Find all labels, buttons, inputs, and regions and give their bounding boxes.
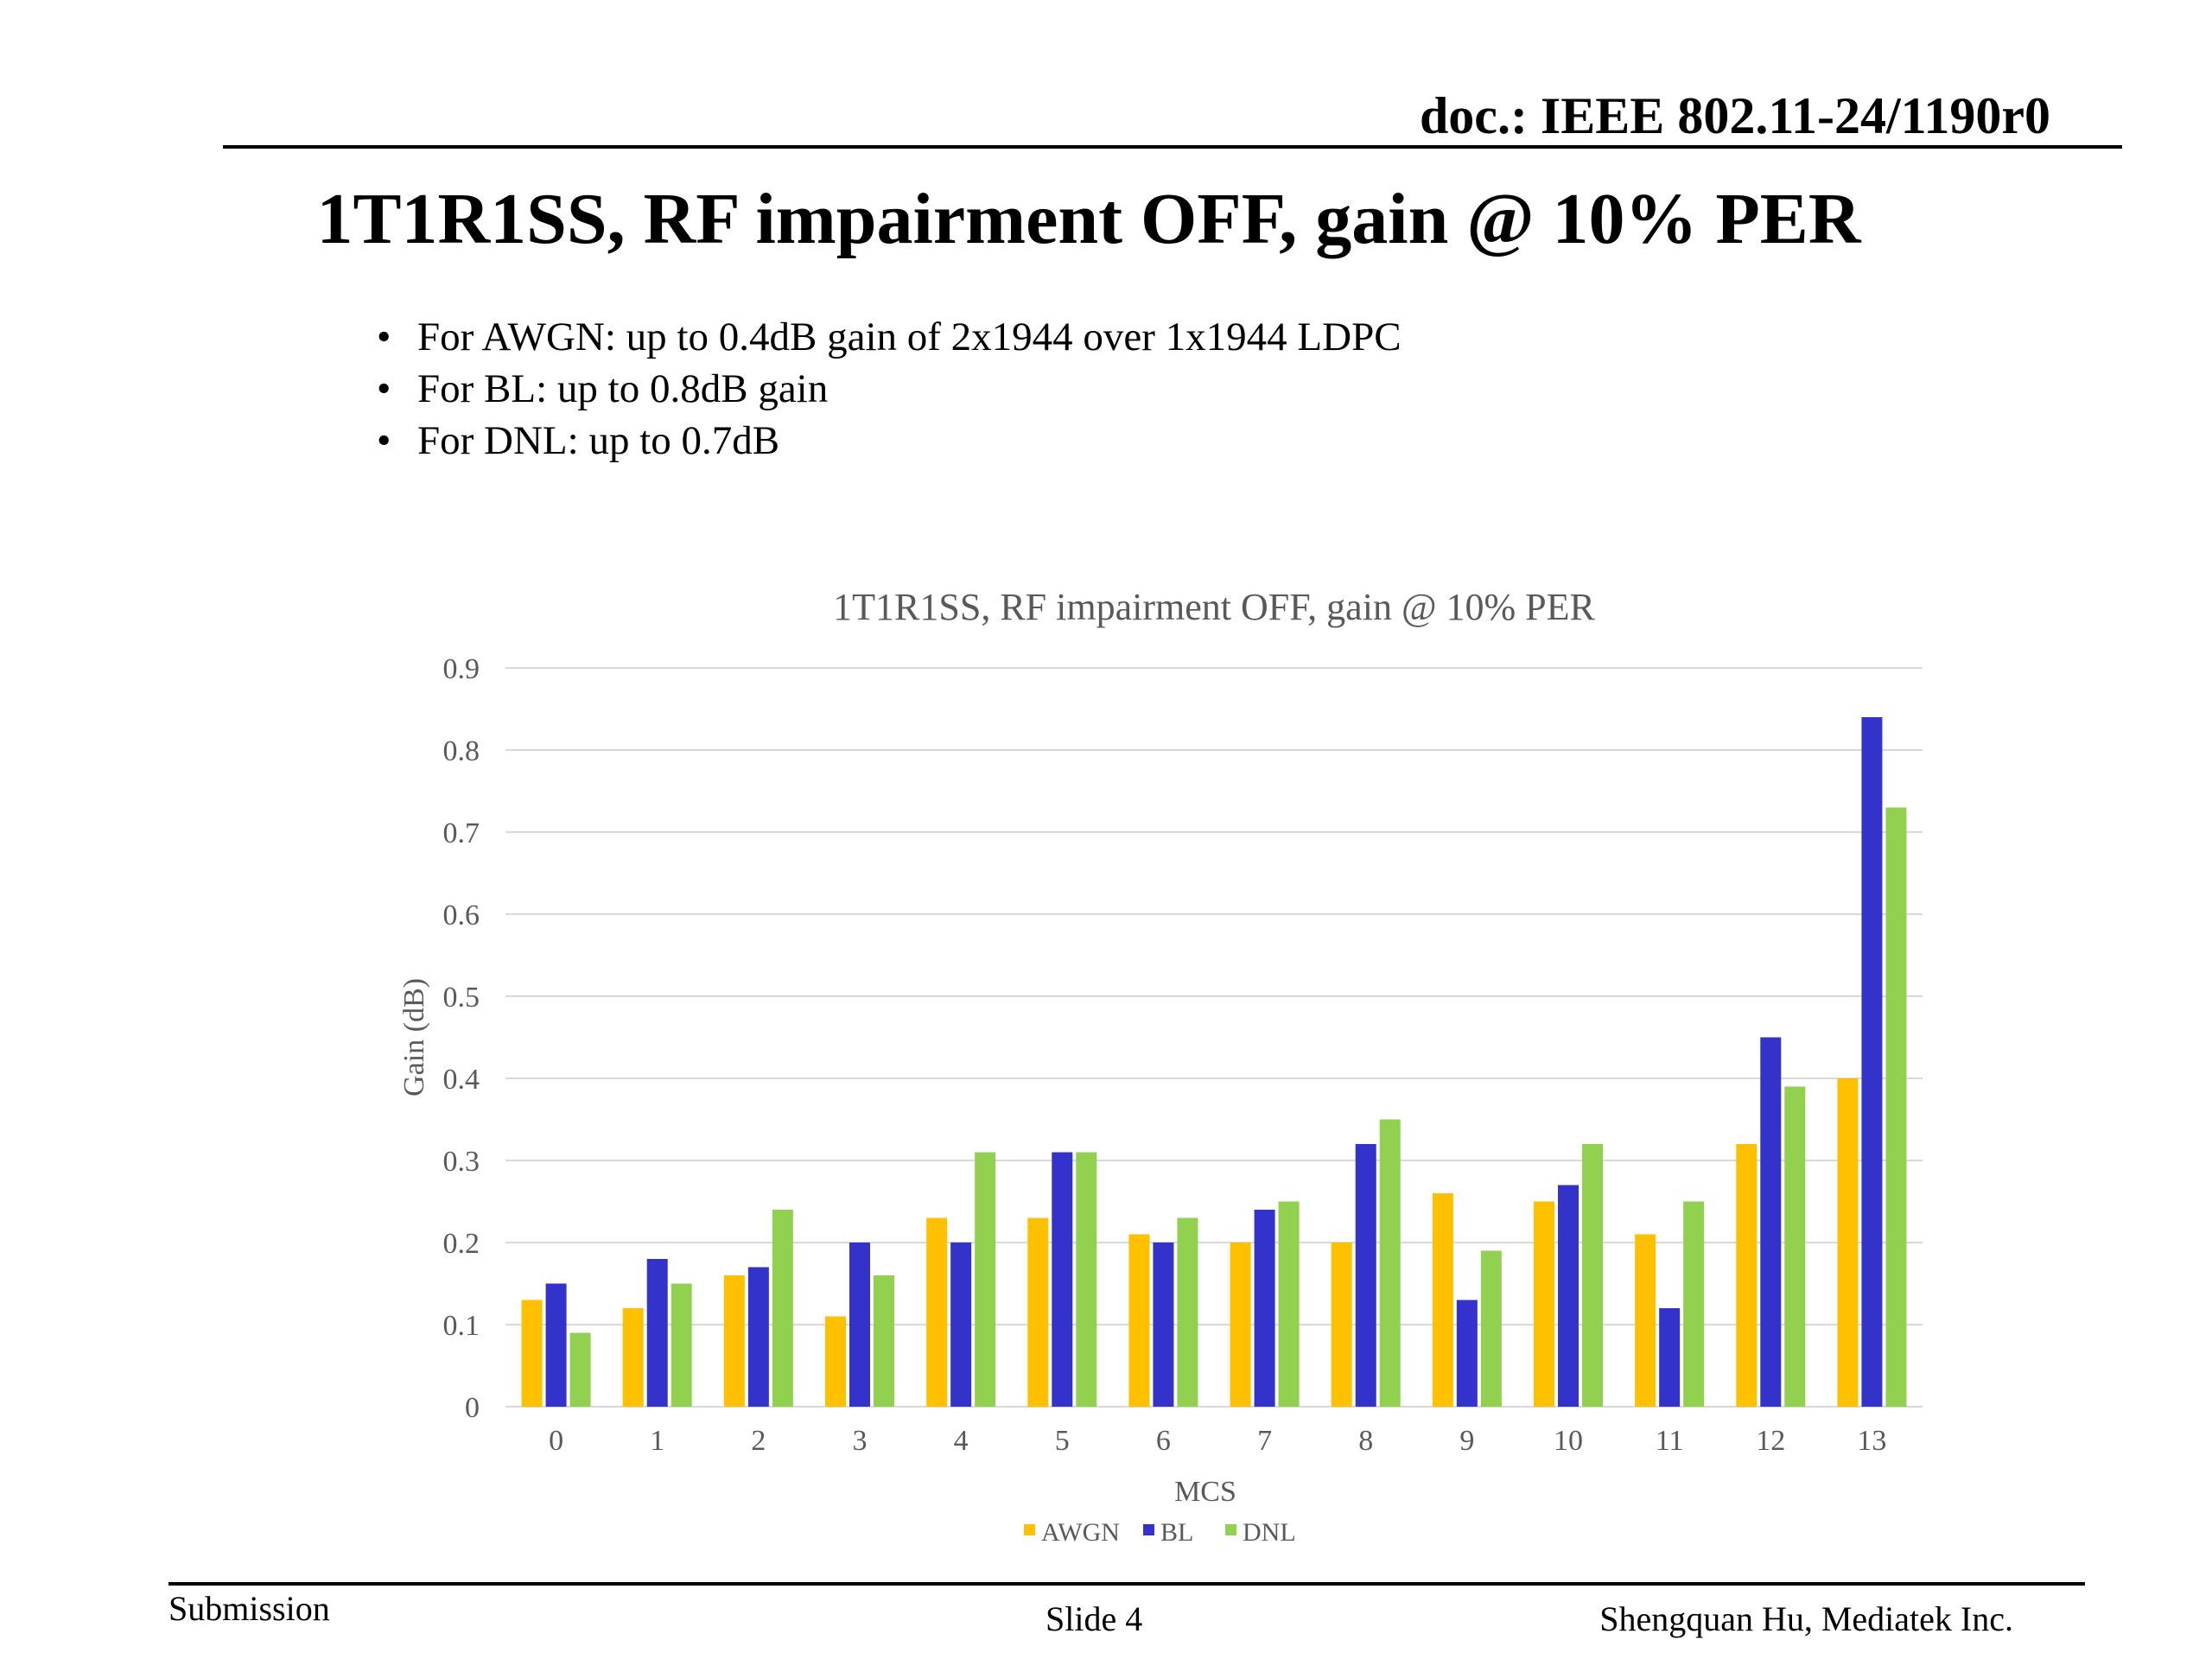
y-tick-label: 0.3	[443, 1146, 480, 1178]
bar-dnl	[1582, 1144, 1603, 1407]
x-tick-label: 10	[1554, 1425, 1583, 1457]
bar-bl	[1760, 1037, 1782, 1407]
x-tick-label: 1	[650, 1425, 664, 1457]
footer-author: Shengquan Hu, Mediatek Inc.	[1599, 1599, 2013, 1638]
x-tick-label: 11	[1656, 1425, 1684, 1457]
bar-awgn	[1331, 1243, 1352, 1407]
bar-bl	[1456, 1300, 1478, 1407]
x-axis-label: MCS	[1174, 1476, 1236, 1508]
y-tick-label: 0.5	[443, 982, 480, 1014]
x-tick-label: 13	[1857, 1425, 1886, 1457]
y-tick-label: 0.6	[443, 899, 480, 931]
legend-swatch-awgn	[1024, 1524, 1035, 1535]
bar-bl	[1659, 1308, 1681, 1407]
x-tick-label: 12	[1756, 1425, 1785, 1457]
bar-dnl	[1177, 1217, 1198, 1407]
legend-swatch-bl	[1143, 1524, 1154, 1535]
bar-bl	[646, 1259, 668, 1407]
y-axis-label: Gain (dB)	[398, 978, 430, 1096]
x-tick-label: 5	[1055, 1425, 1070, 1457]
bar-bl	[747, 1267, 769, 1407]
legend-label-bl: BL	[1160, 1518, 1193, 1547]
bar-awgn	[926, 1217, 948, 1407]
y-tick-label: 0.9	[443, 653, 480, 685]
x-tick-label: 3	[853, 1425, 868, 1457]
chart-title: 1T1R1SS, RF impairment OFF, gain @ 10% P…	[833, 586, 1595, 628]
bullet-item-bl: For BL: up to 0.8dB gain	[372, 363, 1402, 415]
y-tick-label: 0.7	[443, 817, 480, 849]
bar-awgn	[1534, 1201, 1554, 1407]
footer-divider	[168, 1582, 2085, 1586]
bar-awgn	[723, 1275, 745, 1407]
bar-dnl	[1885, 807, 1907, 1407]
bar-bl	[1355, 1144, 1376, 1407]
bullet-item-awgn: For AWGN: up to 0.4dB gain of 2x1944 ove…	[372, 311, 1402, 363]
bar-dnl	[1480, 1250, 1502, 1407]
bar-dnl	[1683, 1201, 1705, 1407]
x-tick-label: 4	[954, 1425, 969, 1457]
bar-dnl	[1278, 1201, 1300, 1407]
x-tick-label: 9	[1459, 1425, 1474, 1457]
bar-bl	[950, 1243, 972, 1407]
bar-awgn	[1837, 1078, 1859, 1407]
bar-awgn	[1432, 1193, 1453, 1407]
slide-title: 1T1R1SS, RF impairment OFF, gain @ 10% P…	[316, 179, 1861, 259]
legend-swatch-dnl	[1225, 1524, 1236, 1535]
document-id: doc.: IEEE 802.11-24/1190r0	[1419, 87, 2050, 144]
y-tick-label: 0.8	[443, 735, 480, 767]
bar-bl	[545, 1283, 567, 1407]
bar-dnl	[1379, 1119, 1401, 1407]
legend-label-dnl: DNL	[1243, 1518, 1296, 1547]
y-tick-label: 0.2	[443, 1228, 480, 1260]
bar-bl	[1254, 1210, 1275, 1407]
x-tick-label: 0	[549, 1425, 563, 1457]
footer-slide-number: Slide 4	[1046, 1599, 1143, 1638]
bar-bl	[1558, 1185, 1579, 1407]
bullet-list: For AWGN: up to 0.4dB gain of 2x1944 ove…	[372, 311, 1402, 467]
bar-dnl	[772, 1210, 793, 1407]
y-tick-label: 0	[465, 1392, 480, 1424]
bar-bl	[849, 1243, 870, 1407]
bar-dnl	[569, 1332, 591, 1407]
bar-bl	[1052, 1152, 1073, 1407]
bar-dnl	[975, 1152, 996, 1407]
bullet-item-dnl: For DNL: up to 0.7dB	[372, 415, 1402, 467]
header-divider	[223, 145, 2122, 149]
bar-awgn	[825, 1316, 846, 1407]
footer-submission: Submission	[168, 1589, 330, 1628]
legend-label-awgn: AWGN	[1041, 1518, 1120, 1547]
bar-awgn	[1027, 1217, 1049, 1407]
x-tick-label: 2	[751, 1425, 766, 1457]
x-tick-label: 6	[1156, 1425, 1171, 1457]
x-tick-label: 8	[1358, 1425, 1373, 1457]
bar-dnl	[1784, 1086, 1806, 1407]
y-tick-label: 0.1	[443, 1310, 480, 1342]
bar-awgn	[521, 1300, 543, 1407]
bar-dnl	[1076, 1152, 1097, 1407]
bar-dnl	[874, 1275, 894, 1407]
bar-awgn	[1128, 1234, 1150, 1407]
bar-awgn	[622, 1308, 644, 1407]
x-tick-label: 7	[1257, 1425, 1272, 1457]
bar-bl	[1153, 1243, 1174, 1407]
bar-awgn	[1230, 1243, 1251, 1407]
bar-dnl	[671, 1283, 692, 1407]
bar-awgn	[1635, 1234, 1656, 1407]
bar-bl	[1861, 717, 1883, 1407]
y-tick-label: 0.4	[443, 1064, 480, 1096]
bar-awgn	[1736, 1144, 1758, 1407]
